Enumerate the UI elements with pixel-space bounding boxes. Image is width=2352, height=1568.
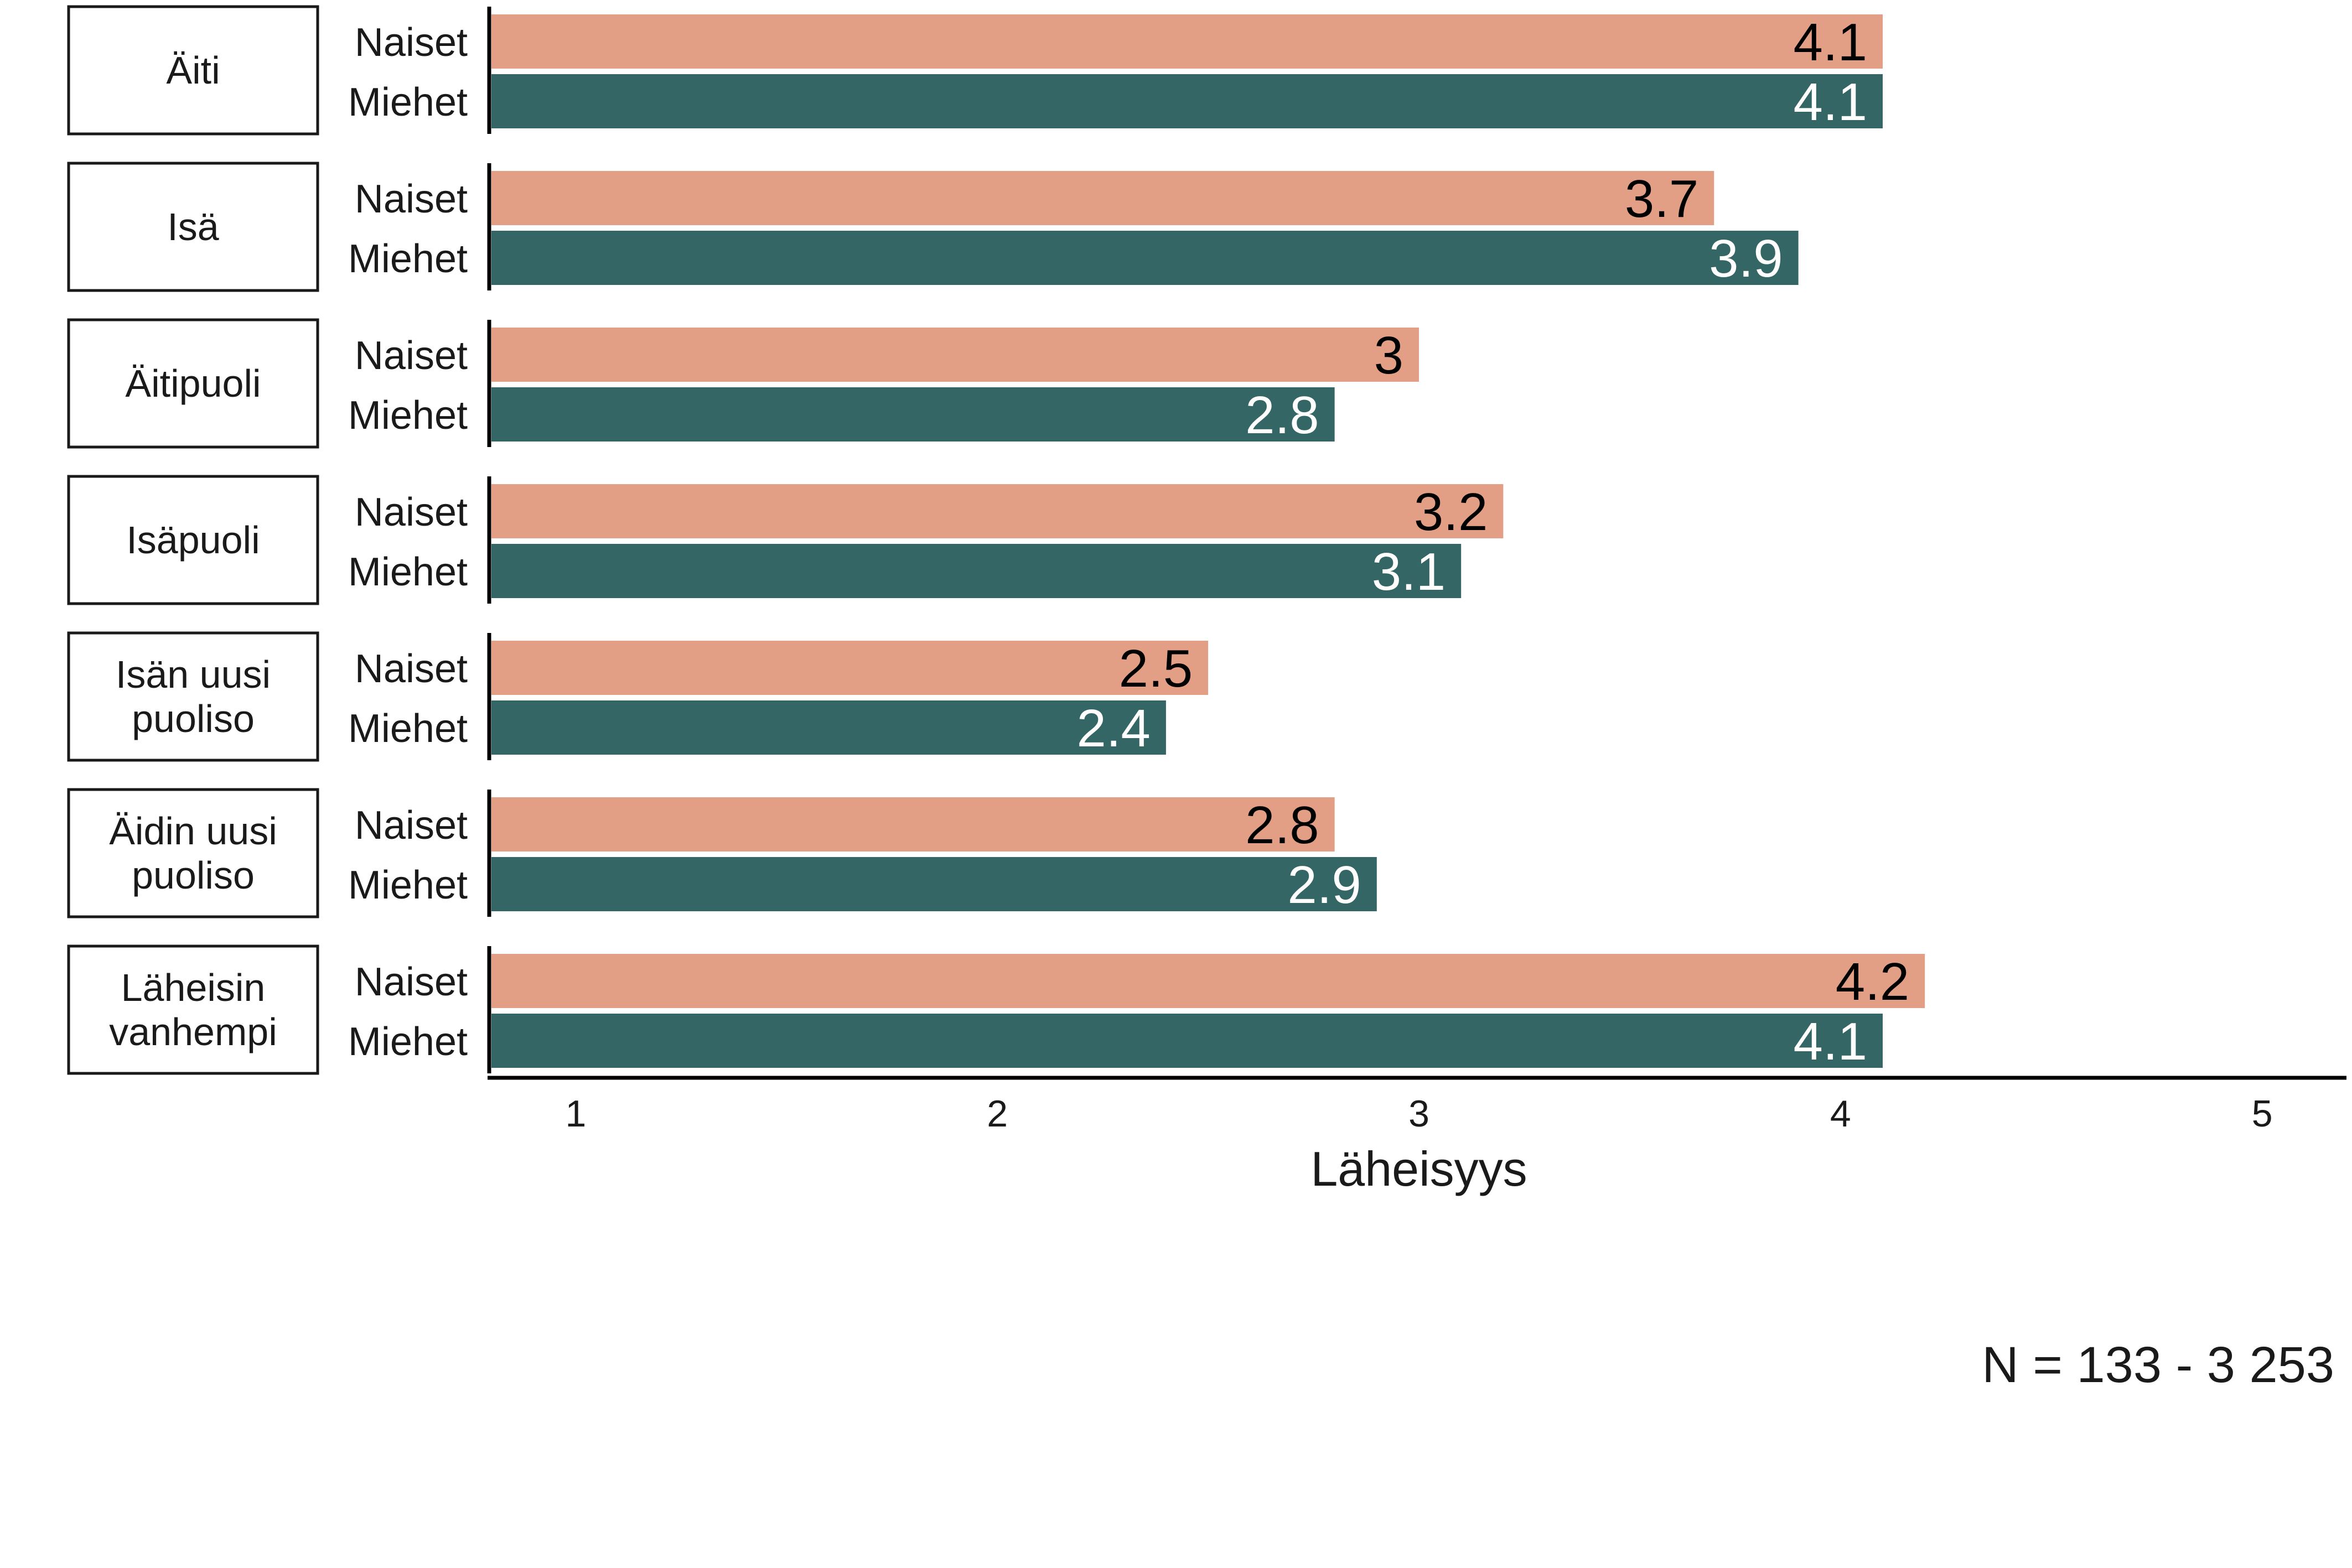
bar-miehet-1 [491, 74, 1883, 128]
category-4-label-group: Isäpuoli [67, 475, 319, 605]
bar-miehet-7 [491, 1014, 1883, 1068]
category-3-box [67, 318, 319, 449]
category-5-label-line: puoliso [132, 697, 255, 740]
bar-miehet-5 [491, 700, 1166, 755]
category-1-box [67, 5, 319, 136]
series-label-miehet: Miehet [348, 80, 468, 124]
data-label-naiset-1: 4.1 [1794, 13, 1867, 72]
bar-naiset-1 [491, 14, 1883, 69]
bar-naiset-7 [491, 954, 1925, 1008]
bar-naiset-4 [491, 484, 1504, 538]
category-4-box [67, 475, 319, 605]
data-label-miehet-6: 2.9 [1287, 855, 1361, 915]
data-label-miehet-7: 4.1 [1794, 1012, 1867, 1071]
data-label-miehet-4: 3.1 [1372, 542, 1446, 601]
data-label-miehet-3: 2.8 [1245, 386, 1319, 445]
category-6-label-line: puoliso [132, 854, 255, 897]
data-label-naiset-6: 2.8 [1245, 796, 1319, 855]
bar-naiset-2 [491, 171, 1714, 225]
series-label-miehet: Miehet [348, 237, 468, 281]
series-label-miehet: Miehet [348, 1020, 468, 1064]
series-label-miehet: Miehet [348, 863, 468, 907]
x-tick-label-4: 4 [1830, 1093, 1851, 1135]
sample-size-note: N = 133 - 3 253 [1982, 1337, 2334, 1393]
series-label-miehet: Miehet [348, 393, 468, 438]
category-7-label-line: Läheisin [121, 966, 266, 1009]
bar-miehet-6 [491, 857, 1377, 911]
series-label-naiset: Naiset [355, 20, 468, 65]
data-label-naiset-5: 2.5 [1119, 639, 1193, 698]
series-label-naiset: Naiset [355, 960, 468, 1004]
x-axis-title: Läheisyys [1310, 1141, 1527, 1196]
data-label-miehet-5: 2.4 [1076, 699, 1150, 758]
category-5-box [67, 631, 319, 762]
category-3-label-line: Äitipuoli [125, 362, 261, 405]
category-2-box [67, 162, 319, 292]
x-axis: Läheisyys 1 2 3 4 5 [488, 1076, 2346, 1196]
x-tick-label-5: 5 [2252, 1093, 2273, 1135]
series-label-naiset: Naiset [355, 177, 468, 221]
data-label-naiset-4: 3.2 [1414, 482, 1488, 542]
data-label-miehet-1: 4.1 [1794, 72, 1867, 132]
series-label-naiset: Naiset [355, 803, 468, 848]
series-label-naiset: Naiset [355, 647, 468, 691]
data-label-naiset-7: 4.2 [1836, 952, 1909, 1011]
x-tick-label-2: 2 [987, 1093, 1008, 1135]
bar-naiset-6 [491, 797, 1335, 852]
category-4-label-line: Isäpuoli [126, 518, 260, 562]
category-1-label-line: Äiti [166, 49, 220, 92]
bar-naiset-5 [491, 641, 1209, 695]
category-5-label-line: Isän uusi [116, 653, 271, 696]
category-6-box [67, 788, 319, 918]
series-label-naiset: Naiset [355, 334, 468, 378]
series-label-miehet: Miehet [348, 707, 468, 751]
category-2-label-line: Isä [167, 205, 219, 248]
series-label-naiset: Naiset [355, 490, 468, 534]
bar-miehet-2 [491, 231, 1799, 285]
series-label-miehet: Miehet [348, 550, 468, 594]
bar-miehet-4 [491, 544, 1462, 598]
data-label-miehet-2: 3.9 [1709, 229, 1783, 288]
data-label-naiset-3: 3 [1374, 326, 1403, 385]
x-tick-label-1: 1 [565, 1093, 586, 1135]
x-tick-label-3: 3 [1408, 1093, 1429, 1135]
category-2-label-group: Isä [67, 162, 319, 292]
category-3-label-group: Äitipuoli [67, 318, 319, 449]
data-label-naiset-2: 3.7 [1625, 169, 1698, 229]
bars: Naiset 4.1 Miehet 4.1 Naiset 3.7 Miehet 3.9 Nais… [348, 7, 1925, 1073]
category-7-box [67, 944, 319, 1075]
bar-naiset-3 [491, 328, 1419, 382]
category-7-label-line: vanhempi [109, 1010, 277, 1053]
category-6-label-line: Äidin uusi [109, 809, 277, 853]
bar-miehet-3 [491, 387, 1335, 442]
category-1-label-group: Äiti [67, 5, 319, 136]
